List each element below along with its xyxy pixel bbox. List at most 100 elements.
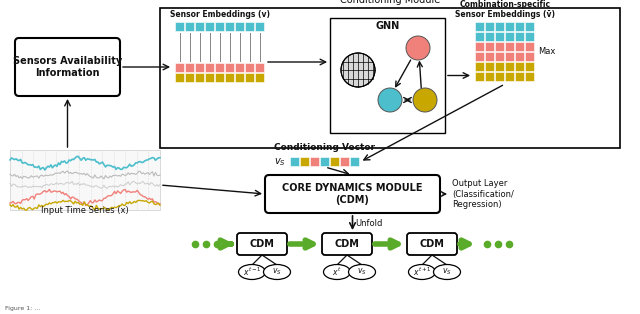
Text: CDM: CDM [250, 239, 275, 249]
Text: Figure 1: ...: Figure 1: ... [5, 306, 40, 311]
Bar [350, 157, 359, 166]
Text: Max: Max [538, 47, 556, 57]
FancyBboxPatch shape [15, 38, 120, 96]
Bar [235, 22, 244, 31]
Text: Sensor Embeddings (v): Sensor Embeddings (v) [170, 10, 270, 19]
Bar [525, 52, 534, 61]
Bar [185, 22, 194, 31]
Bar [515, 32, 524, 41]
Bar [475, 32, 484, 41]
Circle shape [406, 36, 430, 60]
Bar [525, 62, 534, 71]
Text: $x^t$: $x^t$ [332, 266, 342, 278]
Bar [475, 72, 484, 81]
Bar [475, 22, 484, 31]
Bar [310, 157, 319, 166]
Bar [505, 42, 514, 51]
Bar [515, 72, 524, 81]
Ellipse shape [408, 264, 435, 279]
Bar [475, 52, 484, 61]
FancyBboxPatch shape [407, 233, 457, 255]
Bar [475, 62, 484, 71]
Text: $x^{t+1}$: $x^{t+1}$ [413, 266, 431, 278]
Bar [340, 157, 349, 166]
Text: $v_S$: $v_S$ [274, 156, 286, 168]
Bar [245, 73, 254, 82]
Circle shape [413, 88, 437, 112]
Text: Sensors Availability
Information: Sensors Availability Information [13, 56, 122, 78]
Bar [485, 72, 494, 81]
Bar [525, 32, 534, 41]
Bar [495, 32, 504, 41]
Ellipse shape [349, 264, 376, 279]
Bar [330, 157, 339, 166]
Bar [505, 72, 514, 81]
Bar [195, 73, 204, 82]
Bar [515, 52, 524, 61]
Bar [205, 22, 214, 31]
Ellipse shape [433, 264, 461, 279]
Bar [175, 22, 184, 31]
Bar [515, 62, 524, 71]
Text: Conditioning Vector: Conditioning Vector [275, 143, 376, 152]
Circle shape [341, 53, 375, 87]
Bar [525, 42, 534, 51]
Bar [215, 73, 224, 82]
Bar [320, 157, 329, 166]
Bar [495, 42, 504, 51]
Bar [495, 22, 504, 31]
FancyBboxPatch shape [265, 175, 440, 213]
Bar [205, 63, 214, 72]
Text: Combination-specific
Sensor Embeddings (ṽ): Combination-specific Sensor Embeddings (… [455, 0, 555, 19]
Text: CORE DYNAMICS MODULE
(CDM): CORE DYNAMICS MODULE (CDM) [282, 183, 423, 205]
Bar [485, 52, 494, 61]
Bar [235, 73, 244, 82]
Bar [515, 42, 524, 51]
Ellipse shape [239, 264, 266, 279]
Bar [525, 72, 534, 81]
Bar [255, 73, 264, 82]
Bar [505, 32, 514, 41]
Bar [225, 63, 234, 72]
Bar [290, 157, 299, 166]
Bar [505, 62, 514, 71]
Bar [475, 42, 484, 51]
FancyBboxPatch shape [322, 233, 372, 255]
Text: $v_S$: $v_S$ [272, 267, 282, 277]
Bar [195, 63, 204, 72]
Bar [495, 62, 504, 71]
Bar [485, 42, 494, 51]
Bar [160, 8, 620, 148]
Bar [505, 52, 514, 61]
Bar [495, 72, 504, 81]
Circle shape [378, 88, 402, 112]
Bar [205, 73, 214, 82]
Text: Input Time Series (x): Input Time Series (x) [41, 206, 129, 215]
Bar [495, 52, 504, 61]
Bar [235, 63, 244, 72]
Bar [485, 22, 494, 31]
Bar [175, 63, 184, 72]
Ellipse shape [323, 264, 351, 279]
Bar [485, 62, 494, 71]
Bar [515, 22, 524, 31]
Bar [245, 22, 254, 31]
Bar [175, 73, 184, 82]
Bar [485, 32, 494, 41]
Bar [185, 63, 194, 72]
Ellipse shape [264, 264, 291, 279]
Bar [255, 22, 264, 31]
Bar [10, 150, 160, 210]
Bar [505, 22, 514, 31]
Bar [215, 22, 224, 31]
Text: Conditioning Module: Conditioning Module [340, 0, 440, 5]
Bar [225, 22, 234, 31]
Bar [185, 73, 194, 82]
Text: $v_S$: $v_S$ [357, 267, 367, 277]
Bar [245, 63, 254, 72]
Bar [255, 63, 264, 72]
Bar [195, 22, 204, 31]
Bar [525, 22, 534, 31]
Text: Unfold: Unfold [355, 219, 383, 228]
Text: CDM: CDM [335, 239, 360, 249]
